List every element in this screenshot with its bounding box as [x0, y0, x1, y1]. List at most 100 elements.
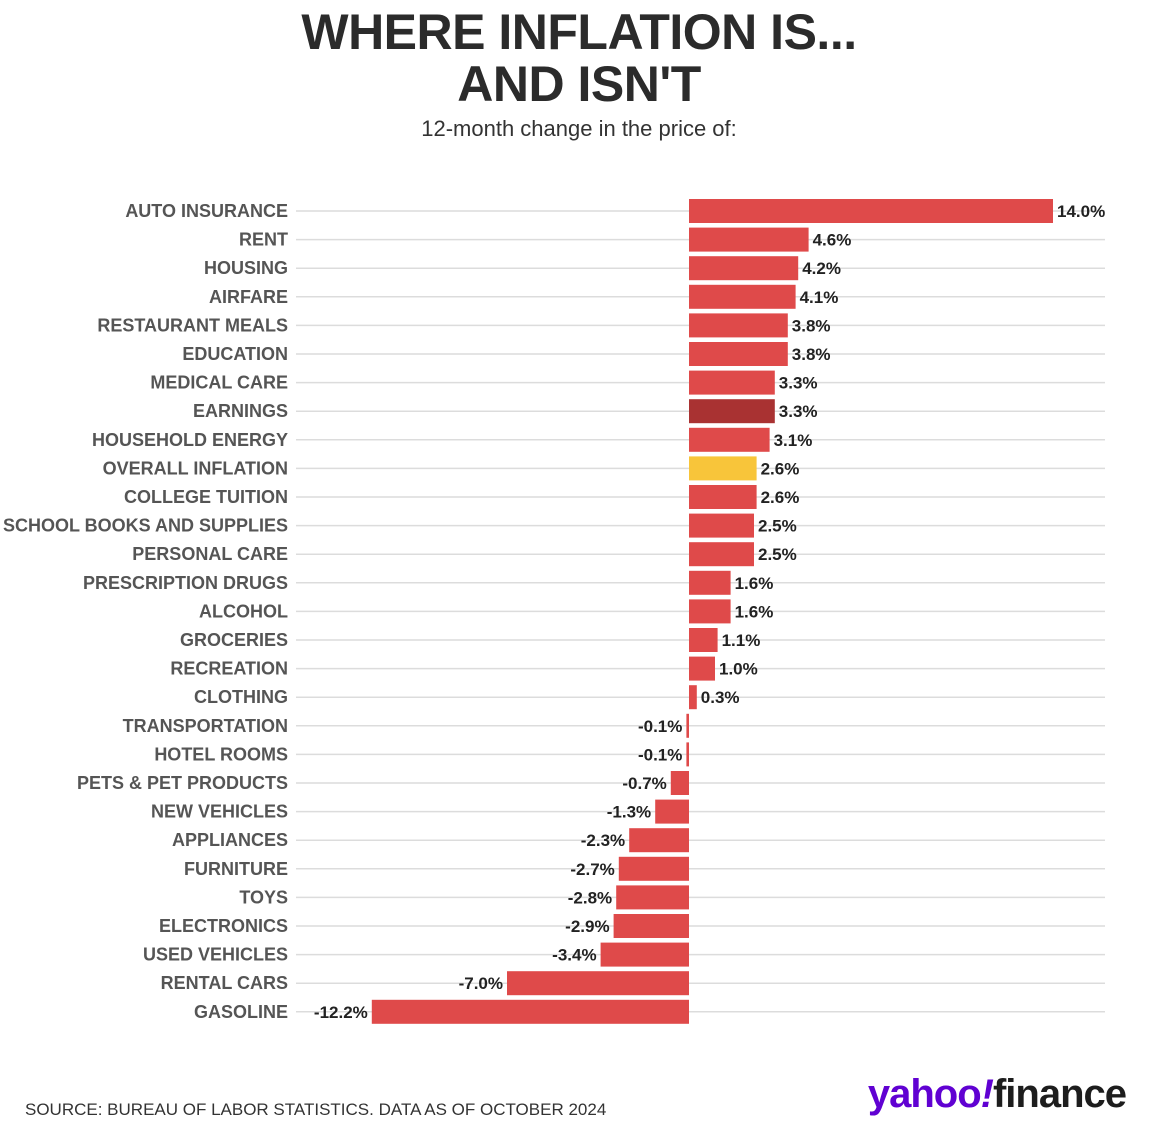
category-label-groceries: GROCERIES	[180, 630, 288, 650]
category-label-housing: HOUSING	[204, 258, 288, 278]
value-label-prescription-drugs: 1.6%	[735, 574, 774, 593]
bar-college-tuition	[689, 485, 757, 509]
category-label-clothing: CLOTHING	[194, 687, 288, 707]
bar-furniture	[618, 856, 689, 881]
value-label-restaurant-meals: 3.8%	[792, 316, 831, 335]
category-label-electronics: ELECTRONICS	[159, 916, 288, 936]
category-label-appliances: APPLIANCES	[172, 830, 288, 850]
bar-earnings	[689, 399, 775, 424]
bar-prescription-drugs	[689, 570, 731, 595]
bar-restaurant-meals	[689, 313, 788, 338]
value-label-airfare: 4.1%	[800, 288, 839, 307]
category-label-recreation: RECREATION	[170, 659, 288, 679]
chart-title-line-2: AND ISN'T	[457, 56, 701, 112]
bar-airfare	[689, 284, 796, 309]
value-label-appliances: -2.3%	[581, 831, 625, 850]
category-label-rental-cars: RENTAL CARS	[161, 973, 288, 993]
value-label-transportation: -0.1%	[638, 717, 682, 736]
bar-appliances	[629, 828, 689, 853]
bar-alcohol	[689, 599, 731, 624]
bar-transportation	[686, 713, 689, 738]
bar-clothing	[689, 685, 697, 710]
category-label-school-books-and-supplies: SCHOOL BOOKS AND SUPPLIES	[3, 516, 288, 536]
value-label-education: 3.8%	[792, 345, 831, 364]
category-label-restaurant-meals: RESTAURANT MEALS	[97, 315, 288, 335]
value-label-personal-care: 2.5%	[758, 545, 797, 564]
category-label-auto-insurance: AUTO INSURANCE	[125, 201, 288, 221]
value-label-rental-cars: -7.0%	[459, 974, 503, 993]
value-label-new-vehicles: -1.3%	[607, 803, 651, 822]
value-labels: 14.0% 4.6% 4.2% 4.1% 3.8% 3.8% 3.3% 3.3% 3.1% 2.6…	[314, 202, 1105, 1022]
value-label-college-tuition: 2.6%	[761, 488, 800, 507]
value-label-rent: 4.6%	[813, 231, 852, 250]
category-label-transportation: TRANSPORTATION	[123, 716, 288, 736]
category-label-college-tuition: COLLEGE TUITION	[124, 487, 288, 507]
category-label-gasoline: GASOLINE	[194, 1002, 288, 1022]
bar-household-energy	[689, 427, 770, 452]
yahoo-finance-logo: yahoo!finance	[867, 1070, 1127, 1118]
category-label-toys: TOYS	[239, 887, 288, 907]
bar-rent	[689, 227, 809, 252]
value-label-groceries: 1.1%	[722, 631, 761, 650]
value-label-clothing: 0.3%	[701, 688, 740, 707]
bar-groceries	[689, 628, 718, 652]
value-label-auto-insurance: 14.0%	[1057, 202, 1105, 221]
value-label-hotel-rooms: -0.1%	[638, 745, 682, 764]
chart-subtitle: 12-month change in the price of:	[421, 116, 737, 141]
bar-hotel-rooms	[686, 742, 689, 767]
bar-recreation	[689, 656, 715, 681]
bar-electronics	[613, 914, 689, 938]
category-label-education: EDUCATION	[182, 344, 288, 364]
bar-new-vehicles	[655, 799, 689, 824]
category-label-medical-care: MEDICAL CARE	[150, 373, 288, 393]
bars	[371, 199, 1053, 1024]
category-label-used-vehicles: USED VEHICLES	[143, 945, 288, 965]
category-label-rent: RENT	[239, 230, 288, 250]
category-label-household-energy: HOUSEHOLD ENERGY	[92, 430, 288, 450]
bar-personal-care	[689, 542, 754, 567]
category-label-pets-and-pet-products: PETS & PET PRODUCTS	[77, 773, 288, 793]
category-label-airfare: AIRFARE	[209, 287, 288, 307]
category-label-prescription-drugs: PRESCRIPTION DRUGS	[83, 573, 288, 593]
category-label-overall-inflation: OVERALL INFLATION	[103, 458, 288, 478]
category-label-new-vehicles: NEW VEHICLES	[151, 802, 288, 822]
bar-gasoline	[371, 999, 689, 1024]
logo-brand: yahoo	[867, 1072, 982, 1116]
category-label-hotel-rooms: HOTEL ROOMS	[154, 744, 288, 764]
chart-title-line-1: WHERE INFLATION IS...	[301, 4, 857, 60]
value-label-overall-inflation: 2.6%	[761, 459, 800, 478]
bar-school-books-and-supplies	[689, 513, 754, 538]
bar-auto-insurance	[689, 199, 1053, 223]
value-label-alcohol: 1.6%	[735, 602, 774, 621]
value-label-recreation: 1.0%	[719, 660, 758, 679]
value-label-electronics: -2.9%	[565, 917, 609, 936]
value-label-pets-and-pet-products: -0.7%	[622, 774, 666, 793]
category-label-furniture: FURNITURE	[184, 859, 288, 879]
value-label-gasoline: -12.2%	[314, 1003, 368, 1022]
source-note: SOURCE: BUREAU OF LABOR STATISTICS. DATA…	[25, 1100, 607, 1119]
logo-product: finance	[992, 1072, 1127, 1116]
value-label-earnings: 3.3%	[779, 402, 818, 421]
bar-used-vehicles	[600, 942, 689, 967]
value-label-used-vehicles: -3.4%	[552, 946, 596, 965]
bar-housing	[689, 256, 799, 281]
bar-medical-care	[689, 370, 775, 395]
bar-education	[689, 342, 788, 366]
value-label-toys: -2.8%	[568, 888, 612, 907]
category-label-personal-care: PERSONAL CARE	[132, 544, 288, 564]
bar-overall-inflation	[689, 456, 757, 481]
bar-rental-cars	[507, 971, 689, 996]
value-label-housing: 4.2%	[802, 259, 841, 278]
chart-title: WHERE INFLATION IS... AND ISN'T	[0, 6, 1158, 110]
category-label-earnings: EARNINGS	[193, 401, 288, 421]
bar-toys	[616, 885, 689, 910]
value-label-medical-care: 3.3%	[779, 374, 818, 393]
category-label-alcohol: ALCOHOL	[199, 601, 288, 621]
value-label-school-books-and-supplies: 2.5%	[758, 517, 797, 536]
category-labels: AUTO INSURANCE RENT HOUSING AIRFARE RESTAURA…	[3, 201, 288, 1022]
value-label-household-energy: 3.1%	[774, 431, 813, 450]
bar-pets-and-pet-products	[670, 771, 689, 795]
logo-bang: !	[980, 1072, 994, 1116]
value-label-furniture: -2.7%	[570, 860, 614, 879]
